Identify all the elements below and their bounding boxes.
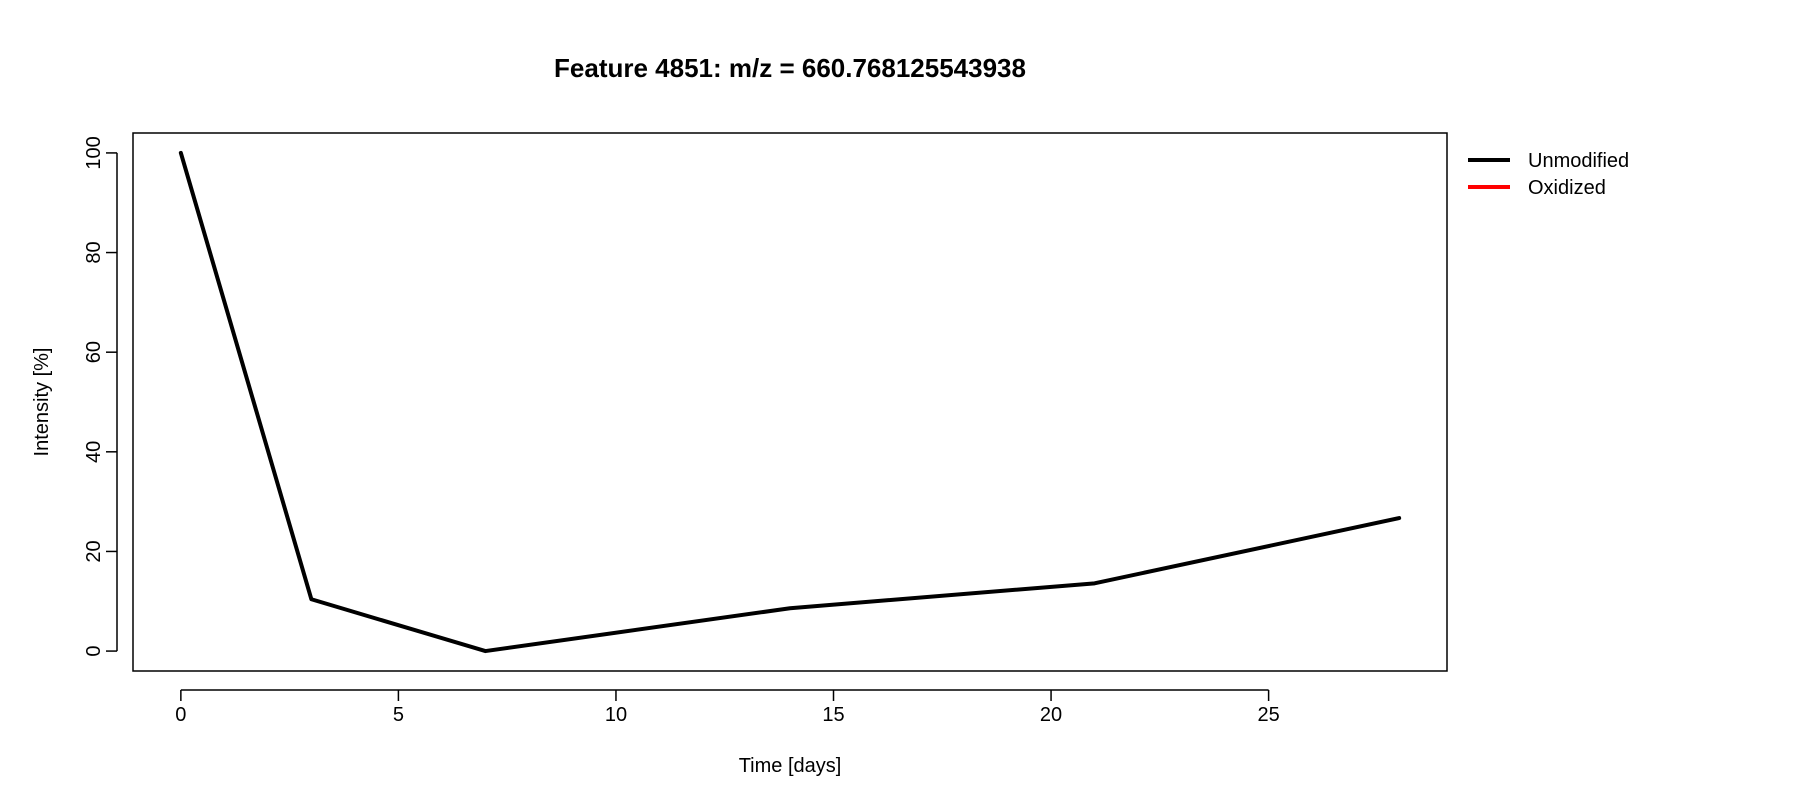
y-tick-label: 0 [83, 646, 105, 657]
y-tick-label: 20 [83, 540, 105, 562]
legend-label-unmodified: Unmodified [1528, 150, 1629, 172]
x-tick-label: 0 [175, 704, 186, 726]
x-axis-label: Time [days] [739, 755, 842, 777]
series-layer [178, 150, 1402, 654]
y-tick-label: 60 [83, 341, 105, 363]
y-tick-label: 80 [83, 241, 105, 263]
x-tick-label: 20 [1040, 704, 1062, 726]
x-tick-label: 15 [822, 704, 844, 726]
legend-label-oxidized: Oxidized [1528, 177, 1606, 199]
y-axis: 0 20 40 60 80 100 [83, 136, 118, 657]
y-tick-label: 40 [83, 441, 105, 463]
x-tick-label: 25 [1257, 704, 1279, 726]
legend: Unmodified Oxidized [1468, 150, 1629, 199]
x-tick-label: 10 [605, 704, 627, 726]
x-tick-label: 5 [393, 704, 404, 726]
y-axis-label: Intensity [%] [31, 348, 53, 457]
series-line-unmodified [178, 150, 1402, 654]
chart-title: Feature 4851: m/z = 660.768125543938 [554, 53, 1026, 83]
x-axis: 0 5 10 15 20 25 [175, 689, 1280, 726]
y-tick-label: 100 [83, 136, 105, 169]
plot-area-frame [132, 132, 1448, 672]
